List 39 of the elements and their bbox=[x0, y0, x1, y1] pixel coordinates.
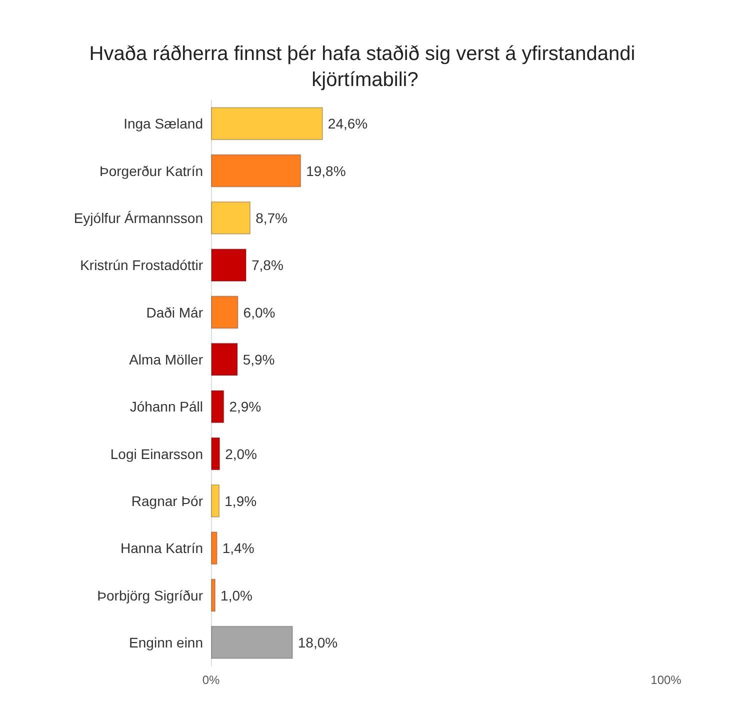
y-tick-label: Inga Sæland bbox=[124, 116, 203, 132]
data-label: 24,6% bbox=[328, 116, 368, 132]
data-label: 7,8% bbox=[251, 257, 284, 274]
y-tick-label: Jóhann Páll bbox=[130, 398, 203, 415]
chart-title: Hvaða ráðherra finnst þér hafa staðið sig verst á yfirstandandi kjörtímabili? bbox=[89, 43, 641, 91]
y-tick-label: Þorbjörg Sigríður bbox=[97, 587, 204, 604]
bar bbox=[211, 201, 251, 234]
bar bbox=[211, 107, 323, 140]
y-tick-label: Þorgerður Katrín bbox=[100, 162, 203, 179]
data-label: 1,4% bbox=[222, 540, 254, 556]
y-tick-label: Eyjólfur Ármannsson bbox=[74, 210, 203, 226]
x-tick-label: 0% bbox=[202, 673, 220, 687]
data-label: 1,0% bbox=[220, 587, 252, 604]
bar bbox=[211, 626, 293, 659]
bar bbox=[211, 342, 238, 376]
y-tick-label: Ragnar Þór bbox=[131, 492, 204, 509]
bar bbox=[211, 390, 224, 424]
data-label: 8,7% bbox=[256, 210, 288, 226]
data-label: 5,9% bbox=[242, 351, 275, 368]
x-tick-label: 100% bbox=[650, 673, 682, 687]
bar bbox=[211, 484, 220, 518]
bar bbox=[211, 532, 218, 565]
bar bbox=[211, 578, 216, 612]
y-tick-label: Enginn einn bbox=[129, 634, 203, 650]
y-tick-label: Alma Möller bbox=[129, 351, 204, 368]
y-tick-label: Daði Már bbox=[146, 304, 204, 320]
data-label: 19,8% bbox=[306, 162, 346, 179]
data-label: 18,0% bbox=[298, 634, 338, 650]
bar bbox=[211, 437, 220, 470]
data-label: 2,0% bbox=[225, 446, 258, 462]
y-tick-label: Kristrún Frostadóttir bbox=[80, 257, 204, 274]
bar bbox=[211, 296, 238, 329]
y-tick-label: Hanna Katrín bbox=[120, 540, 203, 556]
data-label: 2,9% bbox=[229, 398, 262, 415]
y-tick-label: Logi Einarsson bbox=[110, 446, 203, 462]
bar bbox=[211, 154, 302, 188]
data-label: 6,0% bbox=[243, 304, 276, 320]
data-label: 1,9% bbox=[224, 492, 257, 509]
bar bbox=[211, 248, 246, 282]
